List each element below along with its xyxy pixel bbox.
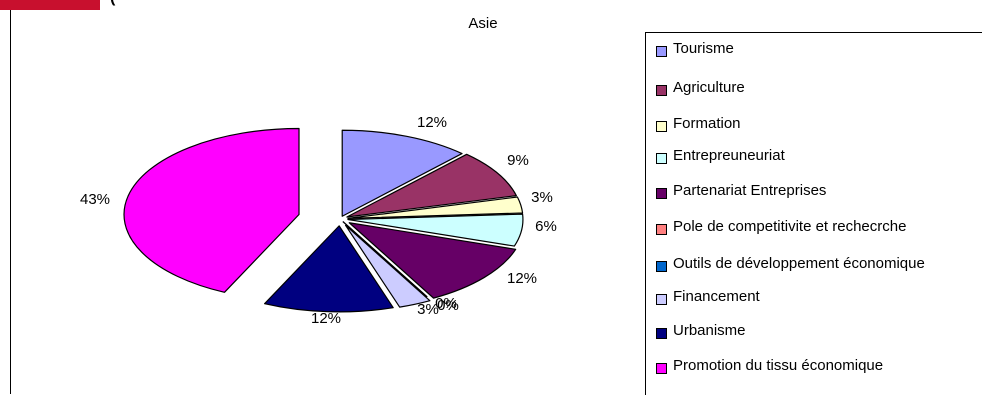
- pie-slice-9: [264, 225, 394, 313]
- legend-swatch: [656, 224, 667, 235]
- pie-slice-5: [348, 222, 517, 299]
- legend-item: Promotion du tissu économique: [656, 357, 982, 374]
- legend-item: Entrepreuneuriat: [656, 147, 982, 164]
- pie-data-label-8: 3%: [417, 301, 439, 318]
- pie-data-label-3: 3%: [531, 189, 553, 206]
- legend-item: Agriculture: [656, 79, 982, 96]
- legend-label: Urbanisme: [673, 322, 746, 339]
- legend-item: Financement: [656, 288, 982, 305]
- pie-slice-4: [347, 213, 524, 247]
- pie-slice-2: [346, 153, 517, 218]
- legend-swatch: [656, 328, 667, 339]
- legend-label: Partenariat Entreprises: [673, 182, 827, 199]
- legend-item: Pole de competitivite et rechecrche: [656, 218, 982, 235]
- pie-data-label-5: 12%: [507, 270, 537, 287]
- pie-slice-7: [342, 221, 428, 298]
- pie-data-label-2: 9%: [507, 152, 529, 169]
- pie-slice-10: [123, 127, 300, 293]
- pie-data-label-10: 43%: [80, 191, 110, 208]
- legend-label: Pole de competitivite et rechecrche: [673, 218, 907, 235]
- pie-slice-1: [341, 129, 463, 217]
- legend-swatch: [656, 294, 667, 305]
- legend-label: Entrepreuneuriat: [673, 147, 785, 164]
- legend-label: Tourisme: [673, 40, 734, 57]
- pie-chart: Asie 12%9%3%6%12%0%0%3%12%43%: [10, 10, 557, 394]
- legend-item: Tourisme: [656, 40, 982, 57]
- legend-label: Financement: [673, 288, 760, 305]
- legend-swatch: [656, 188, 667, 199]
- legend-item: Formation: [656, 115, 982, 132]
- legend-swatch: [656, 85, 667, 96]
- legend-item: Partenariat Entreprises: [656, 182, 982, 199]
- legend-item: Outils de développement économique: [656, 255, 982, 272]
- header-accent: [0, 0, 100, 10]
- pie-data-label-7: 0%: [437, 297, 459, 314]
- pie-slice-3: [347, 196, 524, 219]
- header-cut-text: (: [110, 0, 115, 7]
- legend-label: Formation: [673, 115, 741, 132]
- chart-title: Asie: [468, 15, 497, 32]
- legend-swatch: [656, 121, 667, 132]
- header-strip: (: [0, 0, 982, 10]
- legend-swatch: [656, 261, 667, 272]
- pie-slices: [123, 127, 524, 313]
- legend-swatch: [656, 363, 667, 374]
- pie-data-label-9: 12%: [311, 310, 341, 327]
- pie-slice-8: [344, 224, 431, 308]
- chart-legend: Tourisme Agriculture Formation Entrepreuneu…: [645, 32, 982, 395]
- pie-data-labels: 12%9%3%6%12%0%0%3%12%43%: [80, 114, 557, 327]
- pie-data-label-6: 0%: [435, 295, 457, 312]
- chart-frame: Asie 12% 9% 3% 6% 12% 0% 0% 3% 12% 43%: [10, 10, 982, 394]
- legend-swatch: [656, 46, 667, 57]
- legend-label: Agriculture: [673, 79, 745, 96]
- legend-swatch: [656, 153, 667, 164]
- pie-data-label-4: 6%: [535, 218, 557, 235]
- legend-label: Promotion du tissu économique: [673, 357, 884, 374]
- pie-data-label-1: 12%: [417, 114, 447, 131]
- legend-item: Urbanisme: [656, 322, 982, 339]
- legend-label: Outils de développement économique: [673, 255, 925, 272]
